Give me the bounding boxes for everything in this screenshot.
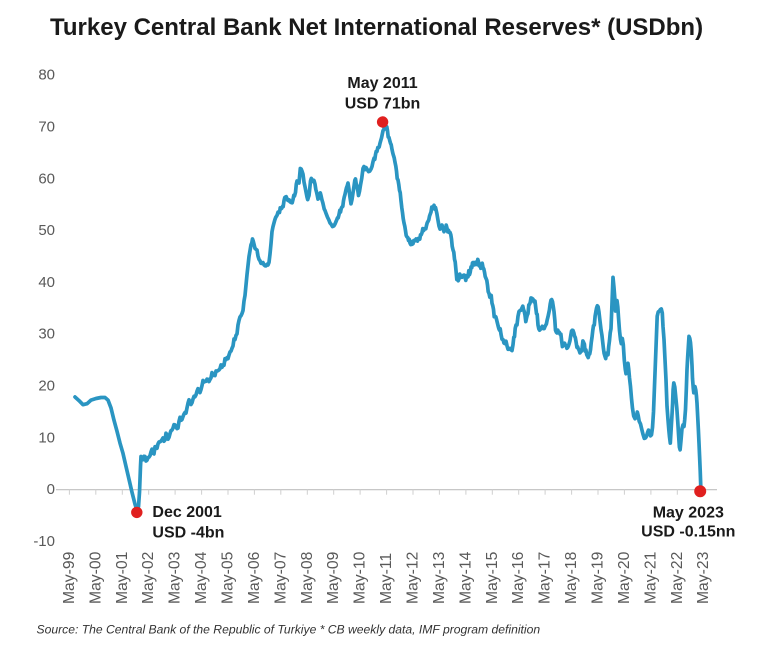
- svg-text:May-20: May-20: [616, 551, 633, 604]
- svg-text:May 2011: May 2011: [347, 75, 417, 92]
- svg-text:May-10: May-10: [352, 551, 369, 604]
- svg-text:-10: -10: [33, 533, 55, 550]
- svg-text:May 2023: May 2023: [653, 504, 724, 521]
- svg-text:May-09: May-09: [325, 552, 342, 604]
- svg-text:May-22: May-22: [669, 552, 686, 604]
- svg-text:20: 20: [38, 378, 55, 395]
- svg-text:May-17: May-17: [537, 552, 554, 604]
- svg-text:Source: The Central Bank of th: Source: The Central Bank of the Republic…: [37, 623, 541, 637]
- svg-text:May-11: May-11: [378, 553, 395, 604]
- svg-text:May-15: May-15: [484, 551, 501, 604]
- svg-text:USD -0.15nn: USD -0.15nn: [641, 524, 735, 541]
- svg-text:10: 10: [38, 429, 55, 446]
- svg-text:0: 0: [47, 481, 55, 498]
- svg-text:May-21: May-21: [642, 552, 659, 604]
- svg-text:May-02: May-02: [140, 552, 157, 604]
- svg-text:60: 60: [38, 170, 55, 187]
- svg-text:50: 50: [38, 222, 55, 239]
- svg-text:May-04: May-04: [193, 551, 210, 604]
- svg-text:May-19: May-19: [590, 552, 607, 604]
- svg-text:30: 30: [38, 326, 55, 343]
- svg-text:Dec 2001: Dec 2001: [152, 504, 221, 521]
- svg-text:USD 71bn: USD 71bn: [345, 96, 421, 113]
- svg-text:Turkey Central Bank Net Intern: Turkey Central Bank Net International Re…: [50, 14, 703, 41]
- svg-text:May-23: May-23: [695, 551, 712, 604]
- svg-text:USD -4bn: USD -4bn: [152, 525, 224, 542]
- svg-text:May-14: May-14: [457, 551, 474, 604]
- svg-text:May-13: May-13: [431, 551, 448, 604]
- svg-text:70: 70: [38, 119, 55, 136]
- svg-text:May-08: May-08: [299, 551, 316, 604]
- svg-text:May-00: May-00: [87, 551, 104, 604]
- svg-text:May-01: May-01: [114, 552, 131, 604]
- svg-text:May-16: May-16: [510, 551, 527, 604]
- svg-text:May-12: May-12: [405, 552, 422, 604]
- svg-text:May-07: May-07: [272, 552, 289, 604]
- svg-text:May-05: May-05: [220, 551, 237, 604]
- svg-text:80: 80: [38, 67, 55, 84]
- svg-text:May-06: May-06: [246, 551, 263, 604]
- svg-text:May-99: May-99: [61, 552, 78, 604]
- svg-text:40: 40: [38, 274, 55, 291]
- svg-text:May-03: May-03: [167, 551, 184, 604]
- svg-text:May-18: May-18: [563, 551, 580, 604]
